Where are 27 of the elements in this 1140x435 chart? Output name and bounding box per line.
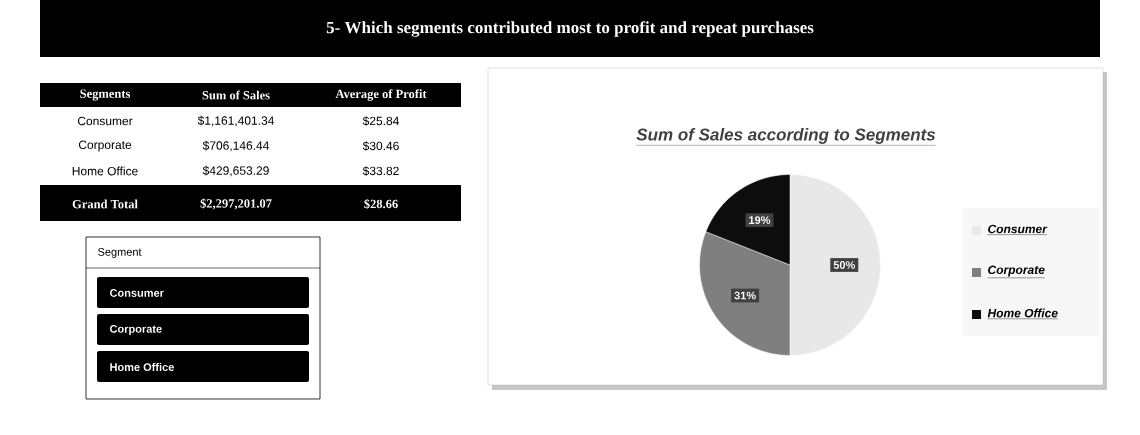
chart-title: Sum of Sales according to Segments xyxy=(636,128,936,144)
text: $28.66 xyxy=(364,198,398,209)
legend-label: Corporate xyxy=(988,265,1045,277)
text: Segments xyxy=(80,89,131,101)
text: Consumer xyxy=(110,289,164,297)
text: Home Office xyxy=(110,362,174,372)
text: $30.46 xyxy=(362,141,399,151)
text: Sum of Sales xyxy=(202,90,270,100)
text: Home Office xyxy=(72,166,138,176)
data-label: 19% xyxy=(749,216,771,224)
text: $33.82 xyxy=(362,166,399,176)
text: Segment xyxy=(98,248,142,258)
text: Grand Total xyxy=(72,199,138,209)
legend-label: Home Office xyxy=(987,308,1058,318)
text: $429,653.29 xyxy=(202,165,269,177)
text: Corporate xyxy=(78,140,132,152)
text: $2,297,201.07 xyxy=(200,198,272,210)
data-label: 31% xyxy=(734,291,756,300)
text: 5- Which segments contributed most to profit and repeat purchases xyxy=(326,21,814,37)
text: $706,146.44 xyxy=(202,140,270,152)
text: $25.84 xyxy=(362,116,399,126)
text: $1,161,401.34 xyxy=(197,115,275,127)
text: Corporate xyxy=(110,325,162,335)
data-label: 50% xyxy=(833,261,855,269)
legend-label: Consumer xyxy=(988,224,1048,234)
text: Consumer xyxy=(77,116,133,126)
text: Average of Profit xyxy=(335,89,427,101)
